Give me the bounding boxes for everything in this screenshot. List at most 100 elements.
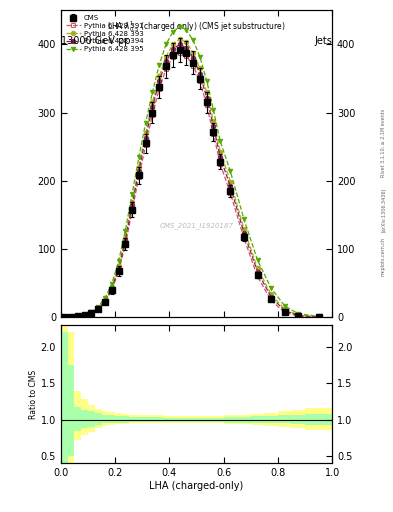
Pythia 6.428 394 (82, 312, 87, 318)
Pythia 6.428 391 (184, 53, 189, 59)
Pythia 6.428 393 (177, 36, 182, 42)
Line: Pythia 6.428 395: Pythia 6.428 395 (62, 25, 321, 319)
Pythia 6.428 394 (228, 183, 233, 189)
Pythia 6.428 395 (103, 295, 107, 302)
Y-axis label: Ratio to CMS: Ratio to CMS (29, 370, 38, 419)
Pythia 6.428 391 (157, 86, 162, 92)
Pythia 6.428 395 (163, 41, 168, 48)
Pythia 6.428 394 (75, 313, 80, 319)
Pythia 6.428 395 (143, 120, 148, 126)
Pythia 6.428 391 (177, 50, 182, 56)
Pythia 6.428 391 (242, 235, 246, 241)
Pythia 6.428 391 (296, 313, 301, 319)
Pythia 6.428 394 (130, 202, 134, 208)
Pythia 6.428 391 (198, 78, 202, 84)
Pythia 6.428 394 (316, 314, 321, 320)
Pythia 6.428 393 (269, 291, 274, 297)
Pythia 6.428 395 (198, 54, 202, 60)
Pythia 6.428 391 (282, 309, 287, 315)
Pythia 6.428 394 (198, 71, 202, 77)
Pythia 6.428 395 (255, 257, 260, 263)
Pythia 6.428 391 (163, 66, 168, 72)
Pythia 6.428 393 (89, 310, 94, 316)
Pythia 6.428 395 (204, 77, 209, 83)
Pythia 6.428 394 (109, 286, 114, 292)
Pythia 6.428 393 (204, 89, 209, 95)
Pythia 6.428 393 (136, 163, 141, 169)
Pythia 6.428 395 (177, 24, 182, 30)
Pythia 6.428 395 (82, 312, 87, 318)
Pythia 6.428 391 (96, 306, 101, 312)
Pythia 6.428 395 (75, 313, 80, 319)
Pythia 6.428 393 (211, 118, 216, 124)
Pythia 6.428 391 (269, 297, 274, 304)
Text: LHA $\lambda^{1}_{0.5}$ (charged only) (CMS jet substructure): LHA $\lambda^{1}_{0.5}$ (charged only) (… (107, 19, 286, 34)
Pythia 6.428 393 (171, 41, 175, 48)
Pythia 6.428 395 (211, 107, 216, 113)
Pythia 6.428 395 (150, 89, 155, 95)
Pythia 6.428 393 (198, 65, 202, 71)
Pythia 6.428 393 (103, 297, 107, 304)
Pythia 6.428 391 (211, 131, 216, 137)
Pythia 6.428 393 (191, 50, 195, 56)
Pythia 6.428 391 (228, 190, 233, 196)
Pythia 6.428 394 (136, 167, 141, 174)
Pythia 6.428 394 (103, 298, 107, 305)
Pythia 6.428 394 (204, 95, 209, 101)
Pythia 6.428 394 (269, 294, 274, 300)
Pythia 6.428 394 (282, 308, 287, 314)
Pythia 6.428 391 (75, 313, 80, 319)
Pythia 6.428 391 (316, 314, 321, 320)
Pythia 6.428 394 (211, 123, 216, 130)
Pythia 6.428 391 (123, 242, 128, 248)
Text: CMS_2021_I1920187: CMS_2021_I1920187 (160, 222, 233, 229)
Pythia 6.428 394 (184, 45, 189, 51)
Pythia 6.428 391 (171, 54, 175, 60)
Pythia 6.428 394 (89, 310, 94, 316)
Pythia 6.428 394 (116, 266, 121, 272)
Legend: CMS, Pythia 6.428 391, Pythia 6.428 393, Pythia 6.428 394, Pythia 6.428 395: CMS, Pythia 6.428 391, Pythia 6.428 393,… (64, 14, 145, 53)
Pythia 6.428 394 (191, 55, 195, 61)
Pythia 6.428 395 (242, 216, 246, 222)
Pythia 6.428 393 (228, 179, 233, 185)
Pythia 6.428 393 (130, 199, 134, 205)
Pythia 6.428 393 (116, 263, 121, 269)
Pythia 6.428 394 (69, 314, 73, 320)
Pythia 6.428 394 (255, 269, 260, 275)
Pythia 6.428 393 (242, 226, 246, 232)
Pythia 6.428 395 (123, 228, 128, 234)
Pythia 6.428 393 (184, 39, 189, 46)
Text: mcplots.cern.ch: mcplots.cern.ch (381, 237, 386, 275)
Pythia 6.428 393 (282, 306, 287, 312)
Pythia 6.428 394 (62, 314, 67, 320)
Line: Pythia 6.428 391: Pythia 6.428 391 (62, 50, 321, 319)
Pythia 6.428 395 (316, 313, 321, 319)
X-axis label: LHA (charged-only): LHA (charged-only) (149, 481, 244, 491)
Pythia 6.428 395 (109, 281, 114, 287)
Pythia 6.428 395 (218, 138, 222, 144)
Pythia 6.428 393 (69, 314, 73, 320)
Pythia 6.428 393 (296, 312, 301, 318)
Pythia 6.428 395 (296, 311, 301, 317)
Pythia 6.428 393 (109, 284, 114, 290)
Pythia 6.428 394 (218, 154, 222, 160)
Pythia 6.428 395 (184, 27, 189, 33)
Pythia 6.428 391 (69, 314, 73, 320)
Pythia 6.428 391 (109, 287, 114, 293)
Pythia 6.428 391 (150, 112, 155, 118)
Pythia 6.428 393 (218, 148, 222, 155)
Pythia 6.428 395 (228, 168, 233, 175)
Pythia 6.428 391 (255, 273, 260, 280)
Text: Rivet 3.1.10, ≥ 2.1M events: Rivet 3.1.10, ≥ 2.1M events (381, 109, 386, 178)
Text: Jets: Jets (314, 36, 332, 46)
Pythia 6.428 391 (143, 142, 148, 148)
Pythia 6.428 393 (143, 130, 148, 136)
Pythia 6.428 393 (163, 54, 168, 60)
Pythia 6.428 395 (191, 37, 195, 44)
Text: [arXiv:1306.3436]: [arXiv:1306.3436] (381, 188, 386, 232)
Pythia 6.428 394 (296, 312, 301, 318)
Pythia 6.428 394 (150, 104, 155, 110)
Pythia 6.428 391 (130, 208, 134, 214)
Line: Pythia 6.428 393: Pythia 6.428 393 (62, 37, 321, 319)
Text: 13000 GeV pp: 13000 GeV pp (61, 36, 130, 46)
